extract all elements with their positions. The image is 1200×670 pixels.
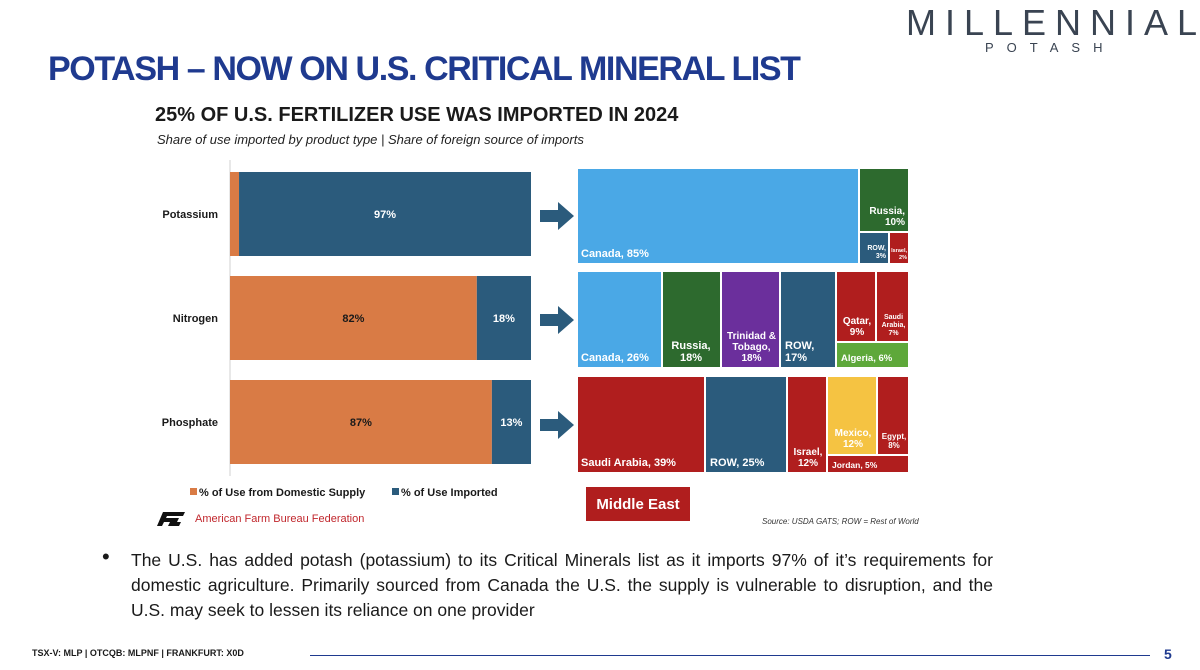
legend-swatch-domestic xyxy=(190,488,197,495)
legend-label: % of Use Imported xyxy=(401,487,498,499)
bar-imported xyxy=(239,172,531,256)
company-logo-subtitle: POTASH xyxy=(985,40,1116,55)
data-label: 82% xyxy=(342,313,364,325)
treemap-label: Jordan, 5% xyxy=(832,460,878,470)
category-label: Potassium xyxy=(162,209,218,221)
treemap-label: ROW, 25% xyxy=(710,457,765,469)
treemap-label: Saudi Arabia, 39% xyxy=(581,457,676,469)
arrow-right-icon xyxy=(540,202,574,230)
treemap-tile-phosphate-mexico: Mexico, 12% xyxy=(827,376,877,455)
treemap-label: Qatar, 9% xyxy=(842,316,872,338)
footer-divider xyxy=(310,655,1150,656)
treemap-label: Canada, 26% xyxy=(581,352,649,364)
arrow-right-icon xyxy=(540,411,574,439)
chart-title: 25% OF U.S. FERTILIZER USE WAS IMPORTED … xyxy=(155,104,679,126)
afbf-name: American Farm Bureau Federation xyxy=(195,513,365,525)
treemap-label: Israel, 2% xyxy=(891,248,907,261)
slide-title: POTASH – NOW ON U.S. CRITICAL MINERAL LI… xyxy=(48,50,801,88)
bar-imported xyxy=(491,380,531,464)
bar-domestic xyxy=(230,172,240,256)
legend-label: % of Use from Domestic Supply xyxy=(199,487,366,499)
data-label: 18% xyxy=(493,313,515,325)
category-label: Phosphate xyxy=(162,417,218,429)
treemap-tile-phosphate-jordan: Jordan, 5% xyxy=(827,455,909,473)
treemap-label: Israel, 12% xyxy=(793,447,823,469)
treemap-tile-potassium-israel: Israel, 2% xyxy=(889,232,909,264)
treemap-tile-potassium-row: ROW, 3% xyxy=(859,232,889,264)
treemap-tile-phosphate-egypt: Egypt, 8% xyxy=(877,376,909,455)
treemap-tile-nitrogen-saudi-arabia: Saudi Arabia, 7% xyxy=(876,271,909,342)
middle-east-legend: Middle East xyxy=(586,487,690,521)
bar-domestic xyxy=(230,276,477,360)
stacked-bar-chart: Potassium3%97%Nitrogen82%18%Phosphate87%… xyxy=(162,160,531,499)
legend-swatch-imported xyxy=(392,488,399,495)
treemap-label: Russia, 10% xyxy=(869,206,905,228)
afbf-attribution: American Farm Bureau Federation xyxy=(155,511,364,527)
treemap-tile-nitrogen-row: ROW, 17% xyxy=(780,271,836,368)
footer-tickers: TSX-V: MLP | OTCQB: MLPNF | FRANKFURT: X… xyxy=(32,648,244,658)
treemap-label: ROW, 3% xyxy=(867,245,886,260)
treemap-label: Russia, 18% xyxy=(671,340,711,364)
treemap-tile-phosphate-israel: Israel, 12% xyxy=(787,376,827,473)
treemap-label: Mexico, 12% xyxy=(834,428,872,450)
treemap-tile-potassium-russia: Russia, 10% xyxy=(859,168,909,232)
body-text: The U.S. has added potash (potassium) to… xyxy=(131,550,993,620)
treemap-tile-nitrogen-trinidad: Trinidad & Tobago, 18% xyxy=(721,271,780,368)
treemap-tile-potassium-canada: Canada, 85% xyxy=(577,168,859,264)
arrow-right-icon xyxy=(540,306,574,334)
category-label: Nitrogen xyxy=(173,313,219,325)
treemap-label: Algeria, 6% xyxy=(841,353,893,364)
treemap-label: Saudi Arabia, 7% xyxy=(881,314,906,337)
treemap-tile-phosphate-saudi-arabia: Saudi Arabia, 39% xyxy=(577,376,705,473)
treemap-label: Trinidad & Tobago, 18% xyxy=(727,331,776,364)
page-number: 5 xyxy=(1164,646,1172,662)
data-label: 13% xyxy=(500,417,522,429)
company-logo: MILLENNIAL xyxy=(906,2,1200,43)
bar-domestic xyxy=(230,380,492,464)
chart-subtitle: Share of use imported by product type | … xyxy=(157,132,584,147)
treemap-tile-nitrogen-algeria: Algeria, 6% xyxy=(836,342,909,368)
bar-imported xyxy=(476,276,531,360)
data-label: 87% xyxy=(350,417,372,429)
treemap-label: Canada, 85% xyxy=(581,248,649,260)
treemap-tile-nitrogen-qatar: Qatar, 9% xyxy=(836,271,876,342)
treemap-label: ROW, 17% xyxy=(785,340,815,364)
bullet-icon: • xyxy=(102,544,110,569)
data-label: 97% xyxy=(374,209,396,221)
treemap-tile-nitrogen-canada: Canada, 26% xyxy=(577,271,662,368)
treemap-tile-phosphate-row: ROW, 25% xyxy=(705,376,787,473)
chart-source: Source: USDA GATS; ROW = Rest of World xyxy=(762,517,919,526)
afbf-logo-icon xyxy=(157,512,185,526)
treemap-tile-nitrogen-russia: Russia, 18% xyxy=(662,271,721,368)
treemap-label: Egypt, 8% xyxy=(881,432,907,450)
